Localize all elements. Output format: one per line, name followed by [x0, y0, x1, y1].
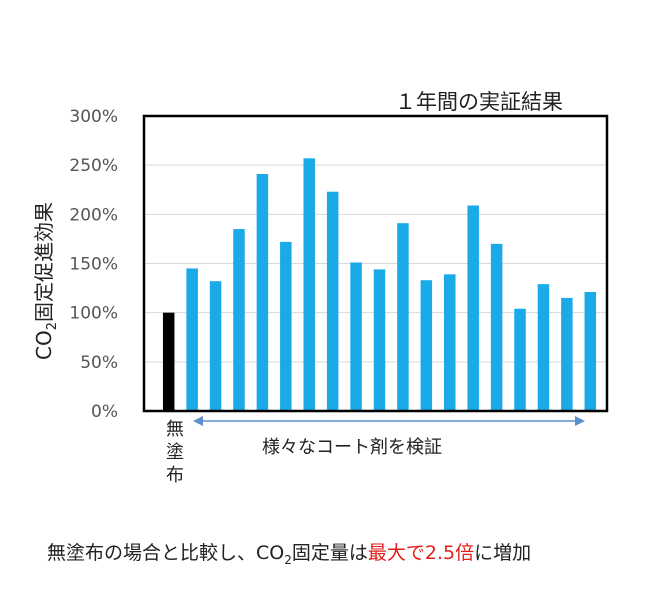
bar	[186, 268, 198, 411]
y-tick-label: 150%	[69, 255, 118, 275]
bar	[280, 241, 292, 411]
arrow-left-head	[193, 416, 203, 426]
bar	[256, 174, 269, 411]
bar	[303, 158, 315, 411]
range-label: 様々なコート剤を検証	[262, 437, 442, 458]
bar	[397, 223, 409, 411]
control-bar	[162, 312, 175, 411]
chart-title: １年間の実証結果	[395, 90, 563, 114]
y-tick-label: 200%	[69, 205, 118, 225]
y-tick-label: 100%	[69, 304, 118, 324]
bar	[537, 284, 550, 411]
y-tick-label: 0%	[91, 402, 118, 422]
y-tick-label: 250%	[69, 156, 118, 176]
bar	[350, 262, 362, 411]
y-axis-label: CO2固定促進効果	[32, 202, 60, 360]
bar	[326, 191, 339, 411]
y-tick-label: 50%	[80, 353, 118, 373]
bar	[444, 274, 456, 411]
caption-highlight: 最大で2.5倍	[367, 542, 475, 564]
control-label: 無塗布	[166, 419, 184, 486]
y-tick-label: 300%	[69, 107, 118, 127]
caption: 無塗布の場合と比較し、CO2固定量は最大で2.5倍に増加	[47, 542, 532, 567]
bar	[514, 308, 526, 411]
bar	[209, 281, 222, 411]
bar	[467, 205, 479, 411]
bar	[420, 280, 433, 411]
bar	[561, 297, 573, 411]
plot-frame	[142, 114, 609, 413]
bar	[233, 229, 245, 411]
range-arrow	[193, 416, 585, 426]
bars	[162, 158, 597, 411]
arrow-right-head	[575, 416, 585, 426]
y-tick-labels: 0% 50% 100% 150% 200% 250% 300%	[69, 107, 118, 422]
bar	[373, 269, 386, 411]
bar	[490, 243, 503, 411]
bar	[584, 292, 597, 411]
